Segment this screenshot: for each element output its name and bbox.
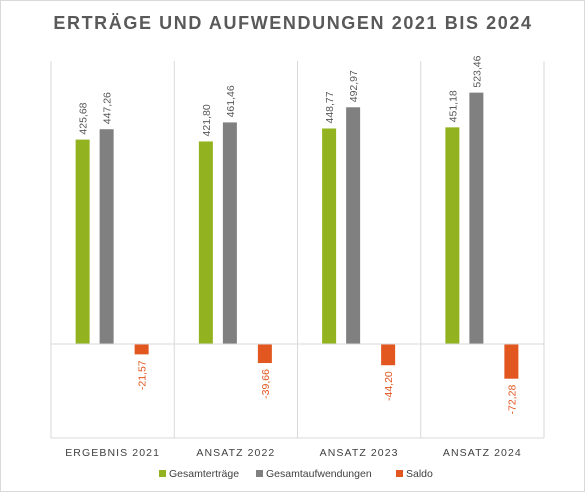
bar-gesamterträge — [75, 139, 90, 344]
data-label: 421,80 — [201, 104, 213, 136]
bar-gesamtaufwendungen — [99, 129, 114, 344]
legend-label: Gesamterträge — [169, 468, 239, 480]
plot-area: ERGEBNIS 2021 ANSATZ 2022 ANSATZ 2023 ANSAT… — [50, 55, 545, 459]
data-label: -21,57 — [137, 360, 149, 390]
category-label: ANSATZ 2023 — [320, 447, 399, 459]
bar-saldo — [381, 344, 396, 366]
legend-swatch — [396, 470, 403, 477]
bar-gesamtaufwendungen — [222, 122, 237, 344]
data-label: -72,28 — [506, 385, 518, 415]
legend-label: Saldo — [406, 468, 433, 480]
category-label: ANSATZ 2022 — [196, 447, 275, 459]
category-label: ANSATZ 2024 — [443, 447, 522, 459]
bar-saldo — [257, 344, 272, 364]
bar-gesamtaufwendungen — [346, 107, 361, 344]
legend: Gesamterträge Gesamtaufwendungen Saldo — [159, 468, 433, 480]
data-label: -44,20 — [383, 371, 395, 401]
data-label: -39,66 — [260, 369, 272, 399]
bar-gesamterträge — [322, 128, 337, 344]
data-label: 448,77 — [324, 91, 336, 123]
category-label: ERGEBNIS 2021 — [65, 447, 160, 459]
chart-title: ERTRÄGE UND AUFWENDUNGEN 2021 BIS 2024 — [53, 13, 532, 33]
legend-swatch — [159, 470, 166, 477]
data-label: 447,26 — [102, 92, 114, 124]
legend-swatch — [256, 470, 263, 477]
data-label: 492,97 — [348, 70, 360, 102]
bar-gesamterträge — [198, 141, 213, 344]
data-label: 451,18 — [447, 90, 459, 122]
legend-label: Gesamtaufwendungen — [266, 468, 372, 480]
bar-gesamterträge — [445, 127, 460, 345]
bar-saldo — [504, 344, 519, 379]
bar-gesamtaufwendungen — [469, 92, 484, 344]
data-label: 523,46 — [471, 55, 483, 87]
data-label: 425,68 — [78, 102, 90, 134]
bar-saldo — [134, 344, 149, 355]
data-label: 461,46 — [225, 85, 237, 117]
